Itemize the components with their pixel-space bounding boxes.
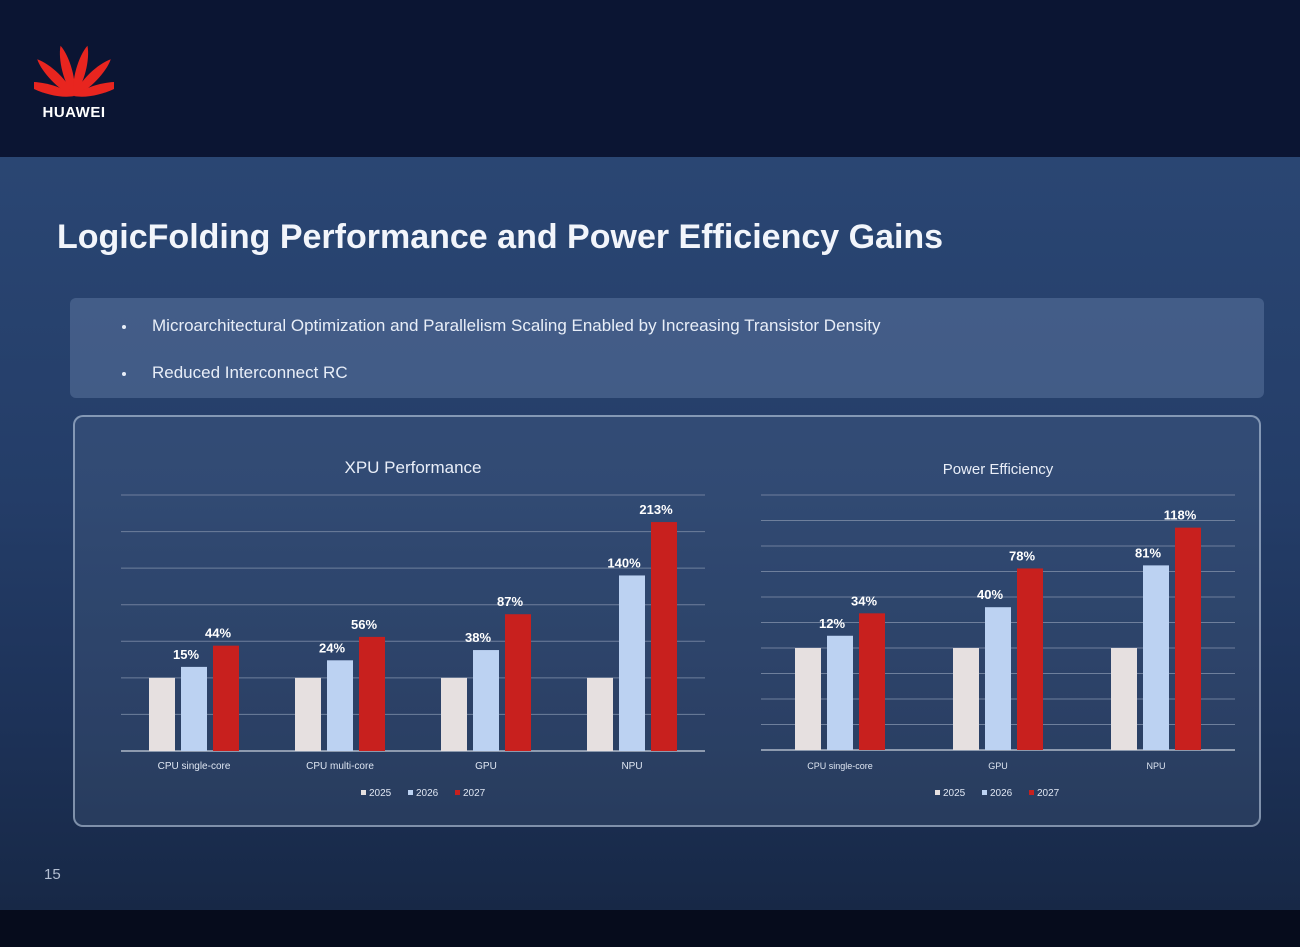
bar-2027-gpu — [505, 614, 531, 751]
legend-label: 2026 — [990, 788, 1013, 799]
category-label: GPU — [988, 761, 1008, 771]
data-label: 15% — [173, 647, 199, 662]
legend-swatch — [455, 790, 460, 795]
bar-2027-cpu-single-core — [213, 645, 239, 751]
huawei-flower-icon — [34, 45, 114, 97]
bar-2025-cpu-single-core — [149, 677, 175, 751]
logo-petal — [74, 59, 111, 96]
bar-2025-cpu-multi-core — [295, 677, 321, 751]
bar-2025-gpu — [953, 648, 979, 750]
header-band — [0, 0, 1300, 157]
bar-2026-gpu — [473, 650, 499, 751]
category-label: CPU multi-core — [306, 761, 374, 772]
chart-legend: 2025 2026 2027 — [935, 788, 1060, 799]
category-label: NPU — [1146, 761, 1165, 771]
logo-petal — [37, 59, 74, 96]
brand-name: HUAWEI — [42, 104, 106, 121]
bar-2025-gpu — [441, 677, 467, 751]
data-label: 12% — [819, 616, 845, 631]
legend-swatch — [982, 790, 987, 795]
legend-swatch — [935, 790, 940, 795]
bar-2025-npu — [587, 677, 613, 751]
category-label: GPU — [475, 761, 497, 772]
legend-label: 2025 — [943, 788, 966, 799]
category-label: NPU — [621, 761, 642, 772]
chart-title: XPU Performance — [345, 458, 482, 477]
data-label: 87% — [497, 594, 523, 609]
bar-2026-cpu-multi-core — [327, 660, 353, 751]
legend-swatch — [361, 790, 366, 795]
logo-petal — [59, 45, 75, 96]
bar-2026-cpu-single-core — [827, 635, 853, 750]
legend-swatch — [408, 790, 413, 795]
slide-body — [0, 157, 1300, 910]
bar-2027-gpu — [1017, 568, 1043, 750]
logo-petal — [34, 81, 74, 97]
charts-svg: XPU Performance 15% 44% CPU single-core 24% 5… — [121, 458, 1235, 799]
category-label: CPU single-core — [158, 761, 231, 772]
chart-power-efficiency: Power Efficiency 12% 34% CPU single-core 40%… — [761, 461, 1235, 799]
legend-swatch — [1029, 790, 1034, 795]
chart-panel: XPU Performance 15% 44% CPU single-core 24% 5… — [73, 415, 1261, 827]
bar-2026-npu — [1143, 565, 1169, 750]
chart-xpu-performance: XPU Performance 15% 44% CPU single-core 24% 5… — [121, 458, 705, 799]
bar-2027-npu — [1175, 527, 1201, 750]
chart-legend: 2025 2026 2027 — [361, 788, 486, 799]
bar-2026-npu — [619, 575, 645, 751]
legend-label: 2025 — [369, 788, 392, 799]
bar-2025-npu — [1111, 648, 1137, 750]
bullet-item: Microarchitectural Optimization and Para… — [122, 316, 881, 335]
data-label: 40% — [977, 587, 1003, 602]
data-label: 140% — [607, 555, 641, 570]
bar-2027-cpu-multi-core — [359, 636, 385, 751]
huawei-logo: HUAWEI — [28, 40, 120, 125]
data-label: 81% — [1135, 545, 1161, 560]
data-label: 38% — [465, 630, 491, 645]
legend-label: 2027 — [1037, 788, 1060, 799]
data-label: 24% — [319, 640, 345, 655]
bar-2026-cpu-single-core — [181, 666, 207, 751]
data-label: 78% — [1009, 548, 1035, 563]
bar-2026-gpu — [985, 607, 1011, 750]
logo-petal — [74, 81, 114, 97]
legend-label: 2026 — [416, 788, 439, 799]
data-label: 118% — [1164, 508, 1197, 523]
category-label: CPU single-core — [807, 761, 873, 771]
slide-title: LogicFolding Performance and Power Effic… — [57, 218, 944, 256]
data-label: 44% — [205, 626, 231, 641]
data-label: 56% — [351, 617, 377, 632]
footer-band — [0, 910, 1300, 947]
bullet-item: Reduced Interconnect RC — [122, 363, 348, 382]
chart-title: Power Efficiency — [943, 461, 1054, 478]
bar-2025-cpu-single-core — [795, 648, 821, 750]
logo-petal — [73, 45, 89, 96]
bar-2027-cpu-single-core — [859, 613, 885, 750]
page-number: 15 — [44, 866, 61, 883]
data-label: 34% — [851, 593, 877, 608]
bar-2027-npu — [651, 522, 677, 751]
data-label: 213% — [639, 502, 673, 517]
legend-label: 2027 — [463, 788, 486, 799]
bullet-box: Microarchitectural Optimization and Para… — [70, 298, 1264, 398]
